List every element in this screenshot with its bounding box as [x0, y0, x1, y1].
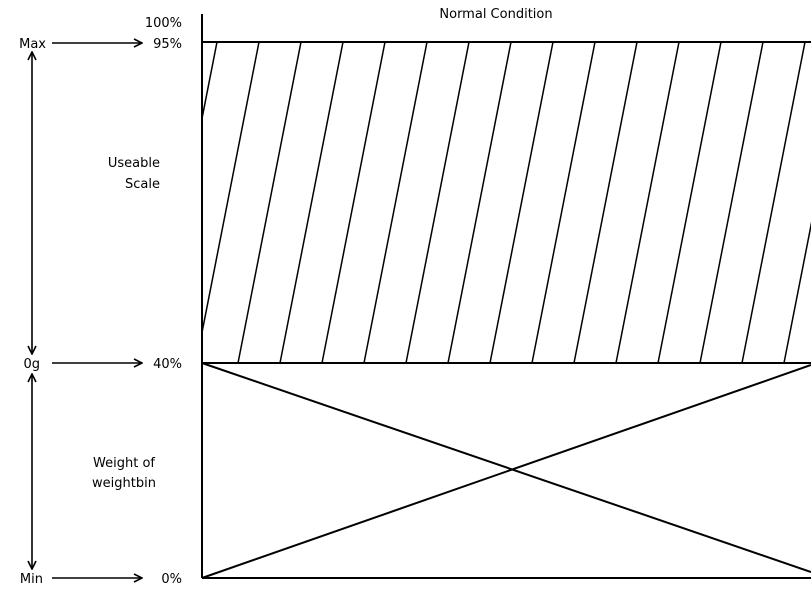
percent-label-0: 0%	[161, 572, 182, 587]
diagram-title: Normal Condition	[439, 7, 552, 22]
percent-label-40: 40%	[153, 357, 182, 372]
weightbin-cross-line-a	[201, 362, 811, 573]
hatch-line	[237, 42, 302, 363]
useable-scale-label-line2: Scale	[125, 177, 160, 192]
hatch-line	[615, 42, 680, 363]
max-marker-label: Max	[19, 37, 46, 52]
hatch-line	[363, 42, 428, 363]
hatch-line	[699, 42, 764, 363]
useable-scale-hatching	[70, 42, 811, 363]
zero-marker-label: 0g	[23, 357, 40, 372]
weightbin-cross-line-b	[201, 364, 811, 579]
weightbin-label-line1: Weight of	[93, 456, 155, 471]
hatch-line	[531, 42, 596, 363]
hatch-line	[321, 42, 386, 363]
min-marker-label: Min	[20, 572, 43, 587]
hatch-line	[405, 42, 470, 363]
hatch-line	[489, 42, 554, 363]
hatch-line	[202, 42, 218, 123]
weightbin-label-line2: weightbin	[92, 476, 156, 491]
hatch-line	[573, 42, 638, 363]
hatch-line	[70, 42, 133, 363]
hatch-line	[202, 42, 260, 337]
percent-label-100: 100%	[145, 16, 182, 31]
hatch-line	[657, 42, 722, 363]
hatch-line	[741, 42, 806, 363]
hatch-line	[279, 42, 344, 363]
hatch-line	[112, 42, 175, 363]
useable-scale-label-line1: Useable	[108, 156, 160, 171]
hatch-line	[783, 221, 811, 363]
percent-label-95: 95%	[153, 37, 182, 52]
hatch-line	[447, 42, 512, 363]
